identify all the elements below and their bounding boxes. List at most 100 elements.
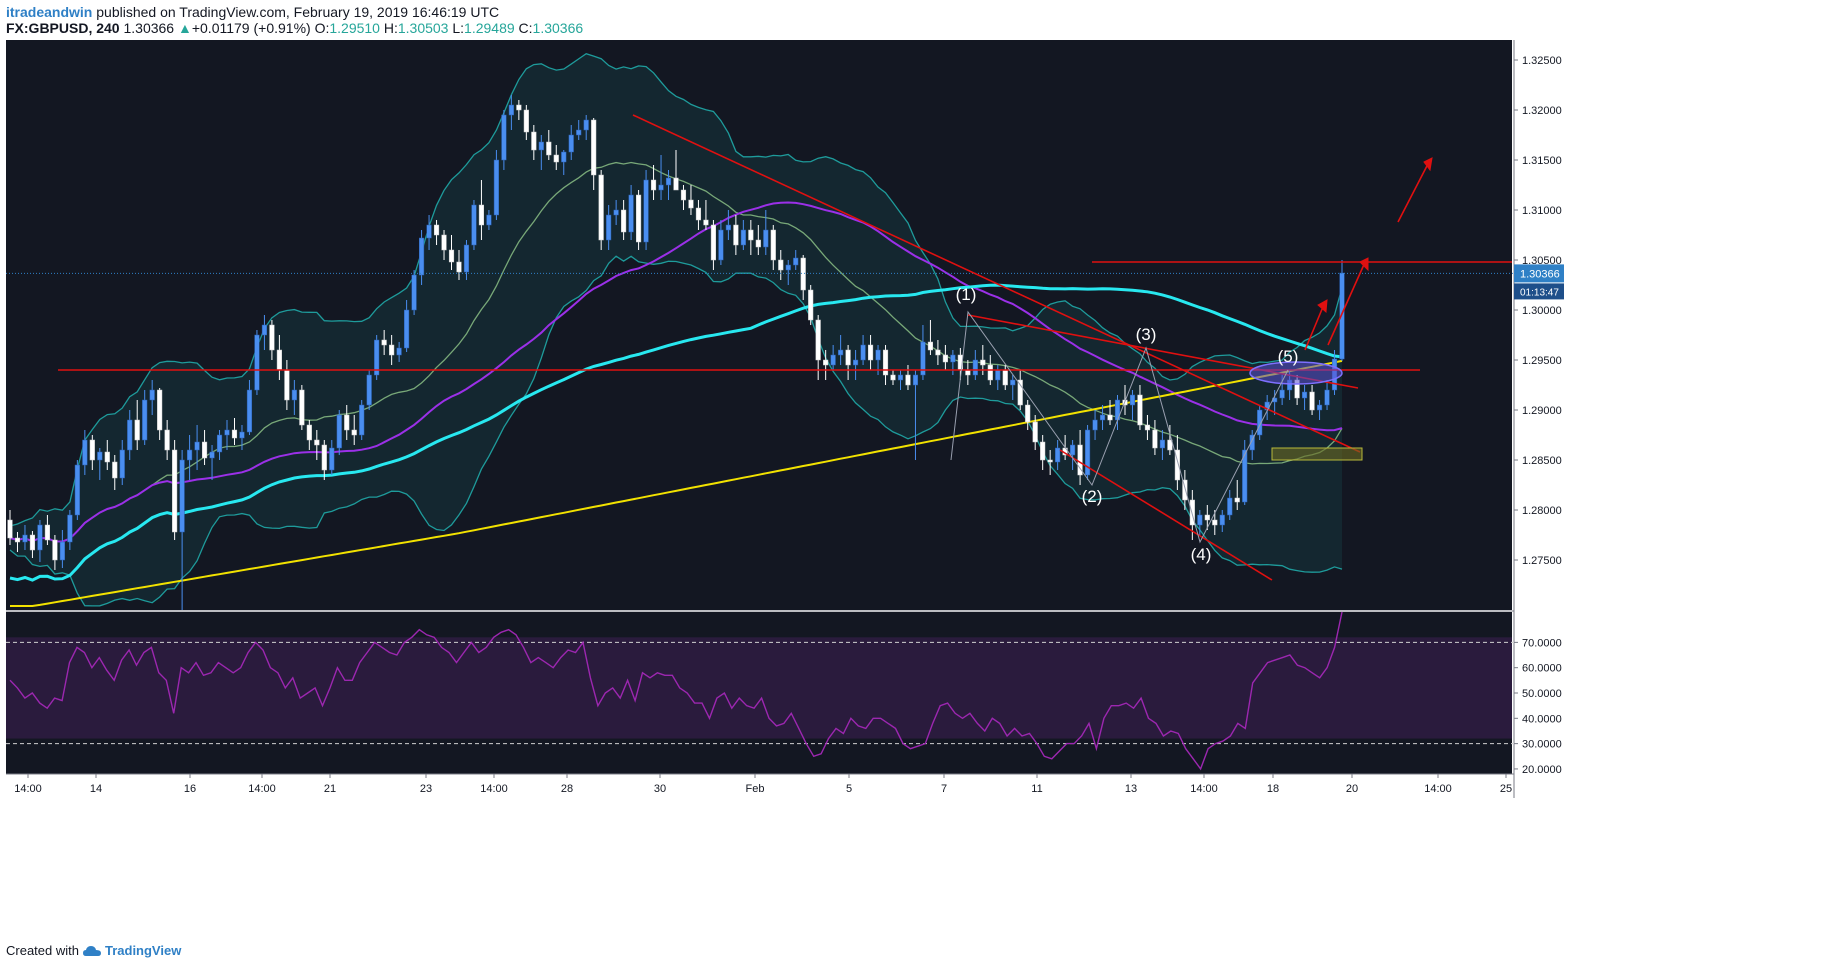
candle-body	[718, 229, 724, 261]
candle-body	[673, 177, 679, 191]
candle-body	[688, 199, 694, 209]
y-tick-label: 1.31000	[1522, 205, 1562, 217]
breakout-arrow-head	[1359, 257, 1369, 272]
candle-body	[314, 439, 320, 446]
candle-body	[179, 459, 185, 533]
candle-body	[224, 429, 230, 436]
breakout-arrow-line	[1327, 259, 1367, 346]
publish-info: itradeandwin published on TradingView.co…	[6, 4, 499, 20]
candle-body	[239, 431, 245, 439]
candle-body	[920, 341, 926, 376]
candle-body	[710, 224, 716, 261]
candle-body	[14, 537, 21, 543]
candle-body	[1025, 404, 1031, 423]
rsi-tick-label: 20.0000	[1522, 764, 1562, 776]
candle-body	[823, 359, 829, 366]
candle-body	[636, 194, 642, 243]
low-label: L:	[452, 20, 465, 36]
candle-body	[980, 359, 986, 366]
candle-body	[306, 424, 312, 441]
candle-body	[508, 104, 514, 116]
change-value: +0.01179 (+0.91%)	[191, 20, 311, 36]
candle-body	[606, 214, 612, 241]
high-label: H:	[383, 20, 398, 36]
candle-body	[374, 339, 380, 376]
candle-body	[157, 389, 163, 431]
x-tick-label: 25	[1500, 783, 1512, 795]
y-tick-label: 1.32000	[1522, 105, 1562, 117]
candle-body	[905, 374, 911, 386]
candle-body	[29, 534, 36, 551]
y-tick-label: 1.29500	[1522, 355, 1562, 367]
candle-body	[808, 289, 814, 321]
candle-body	[793, 257, 799, 266]
candle-body	[546, 141, 552, 156]
x-tick-label: 14:00	[1190, 783, 1218, 795]
candle-body	[942, 354, 948, 363]
candle-body	[650, 179, 657, 191]
price-chart[interactable]: 1.32500 1.32000 1.31500 1.31000 1.30500 1.300…	[0, 40, 1828, 938]
candle-body	[172, 449, 178, 533]
candle-body	[1085, 429, 1091, 476]
candle-body	[329, 447, 335, 471]
candle-body	[351, 429, 357, 436]
candle-body	[658, 184, 664, 191]
small-arrow-head	[1317, 299, 1328, 314]
candle-body	[254, 334, 260, 391]
candle-body	[89, 439, 95, 461]
candle-body	[67, 514, 73, 543]
candle-body	[643, 179, 649, 243]
y-tick-label: 1.28000	[1522, 505, 1562, 517]
candle-body	[1249, 434, 1255, 451]
candle-body	[665, 177, 672, 186]
candle-body	[882, 349, 889, 376]
bollinger-lower	[9, 255, 1343, 607]
open-label: O:	[314, 20, 330, 36]
up-triangle-icon: ▲	[177, 20, 192, 36]
candle-body	[1129, 394, 1136, 406]
tradingview-logo[interactable]: TradingView	[104, 943, 182, 958]
candle-body	[1234, 497, 1240, 503]
candle-body	[37, 524, 43, 551]
candle-body	[1040, 441, 1046, 461]
candle-body	[748, 229, 754, 241]
candle-body	[1137, 394, 1143, 426]
candle-body	[419, 237, 425, 276]
candle-body	[456, 261, 462, 273]
candle-body	[1242, 449, 1248, 503]
candle-body	[22, 534, 28, 543]
candle-body	[1309, 391, 1315, 411]
candle-body	[830, 354, 836, 366]
candle-body	[299, 389, 305, 426]
candle-body	[112, 461, 118, 479]
symbol-label[interactable]: FX:GBPUSD, 240	[6, 20, 120, 36]
candle-body	[1174, 449, 1180, 481]
breakout-zone-ellipse	[1249, 361, 1343, 385]
candle-body	[763, 229, 769, 248]
candle-body	[119, 449, 125, 479]
candle-body	[134, 419, 140, 441]
y-tick-label: 1.28500	[1522, 455, 1562, 467]
candle-body	[740, 229, 746, 246]
wave-label-wave2: (2)	[1082, 487, 1103, 506]
candle-body	[194, 441, 200, 451]
rsi-tick-label: 50.0000	[1522, 688, 1562, 700]
x-tick-label: 11	[1031, 783, 1042, 795]
x-tick-label: 30	[654, 783, 666, 795]
candle-body	[867, 344, 874, 361]
candle-body	[201, 441, 208, 459]
candle-body	[1167, 439, 1173, 451]
candle-body	[815, 319, 821, 361]
candle-body	[1302, 391, 1308, 399]
author-link[interactable]: itradeandwin	[6, 4, 93, 20]
x-tick-label: 14:00	[248, 783, 276, 795]
candle-body	[164, 429, 170, 451]
candle-body	[935, 349, 941, 356]
x-tick-label: 18	[1267, 783, 1279, 795]
candle-body	[778, 259, 784, 271]
candle-body	[1099, 414, 1106, 421]
candle-body	[1197, 514, 1203, 526]
candle-body	[291, 389, 297, 401]
candle-body	[359, 404, 365, 436]
rsi-tick-label: 60.0000	[1522, 663, 1562, 675]
